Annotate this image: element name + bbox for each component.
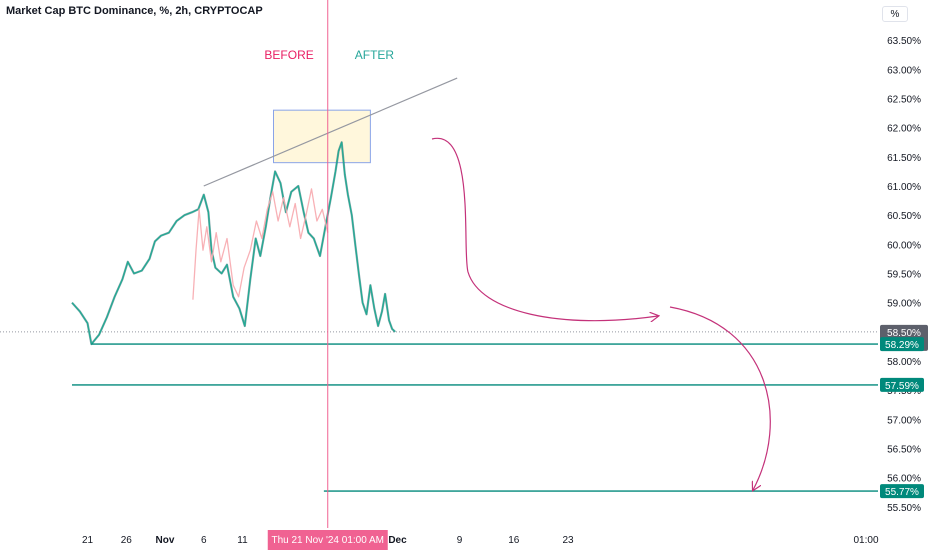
y-tick-label: 62.00% xyxy=(887,124,921,135)
y-tick-label: 55.50% xyxy=(887,503,921,514)
x-tick-label: 11 xyxy=(237,535,248,546)
x-tick-label: 6 xyxy=(201,535,207,546)
current-price-label: 58.50% xyxy=(887,328,921,339)
rising-trendline[interactable] xyxy=(203,77,458,187)
price-axis[interactable]: 63.50% 63.00% 62.50% 62.00% 61.50% 61.00% 60.5… xyxy=(887,36,921,514)
y-tick-label: 61.00% xyxy=(887,182,921,193)
x-tick-label: Dec xyxy=(388,535,407,546)
y-tick-label: 61.50% xyxy=(887,153,921,164)
x-tick-label: Nov xyxy=(156,535,175,546)
y-tick-label: 62.50% xyxy=(887,95,921,106)
x-tick-label: 9 xyxy=(457,535,463,546)
level-tag-label: 57.59% xyxy=(885,381,919,392)
x-tick-label: 16 xyxy=(508,535,520,546)
y-tick-label: 59.50% xyxy=(887,269,921,280)
level-tag xyxy=(880,337,924,352)
percent-unit-button[interactable]: % xyxy=(882,6,908,22)
annotation-back-layer xyxy=(273,109,371,164)
y-tick-label: 58.00% xyxy=(887,357,921,368)
projection-curve-arrow[interactable] xyxy=(431,137,658,320)
y-tick-label: 63.50% xyxy=(887,36,921,47)
level-tag-label: 55.77% xyxy=(885,487,919,498)
level-tag-label: 58.29% xyxy=(885,340,919,351)
y-tick-label: 56.50% xyxy=(887,444,921,455)
y-tick-label: 60.50% xyxy=(887,211,921,222)
y-tick-label: 59.00% xyxy=(887,299,921,310)
highlight-zone-box[interactable] xyxy=(273,109,371,164)
level-tag xyxy=(880,484,924,499)
x-tick-label: 26 xyxy=(121,535,133,546)
level-tag xyxy=(880,377,924,392)
drop-target-arrow[interactable] xyxy=(669,306,771,490)
annotation-front-layer: BEFORE AFTER xyxy=(72,0,878,528)
axis-tags-layer: 58.50%01:34:1458.29%57.59%55.77%Thu 21 N… xyxy=(267,324,928,550)
before-label: BEFORE xyxy=(264,48,313,62)
chart-title: Market Cap BTC Dominance, %, 2h, CRYPTOC… xyxy=(6,5,263,17)
btc-dominance-line-shadow xyxy=(71,141,396,346)
x-tick-label: 23 xyxy=(562,535,574,546)
overlay-projection-line xyxy=(192,188,329,300)
y-tick-label: 60.00% xyxy=(887,240,921,251)
time-axis[interactable]: 21 26 Nov 6 11 Dec 9 16 23 01:00 xyxy=(82,535,879,546)
series-layer xyxy=(71,141,396,346)
btc-dominance-line xyxy=(71,141,396,345)
after-label: AFTER xyxy=(355,48,395,62)
crosshair-date-label: Thu 21 Nov '24 01:00 AM xyxy=(271,535,384,546)
x-tick-label: 01:00 xyxy=(853,535,878,546)
y-tick-label: 63.00% xyxy=(887,65,921,76)
y-tick-label: 56.00% xyxy=(887,474,921,485)
y-tick-label: 57.00% xyxy=(887,415,921,426)
x-tick-label: 21 xyxy=(82,535,94,546)
crosshair-date-tag xyxy=(267,530,388,550)
